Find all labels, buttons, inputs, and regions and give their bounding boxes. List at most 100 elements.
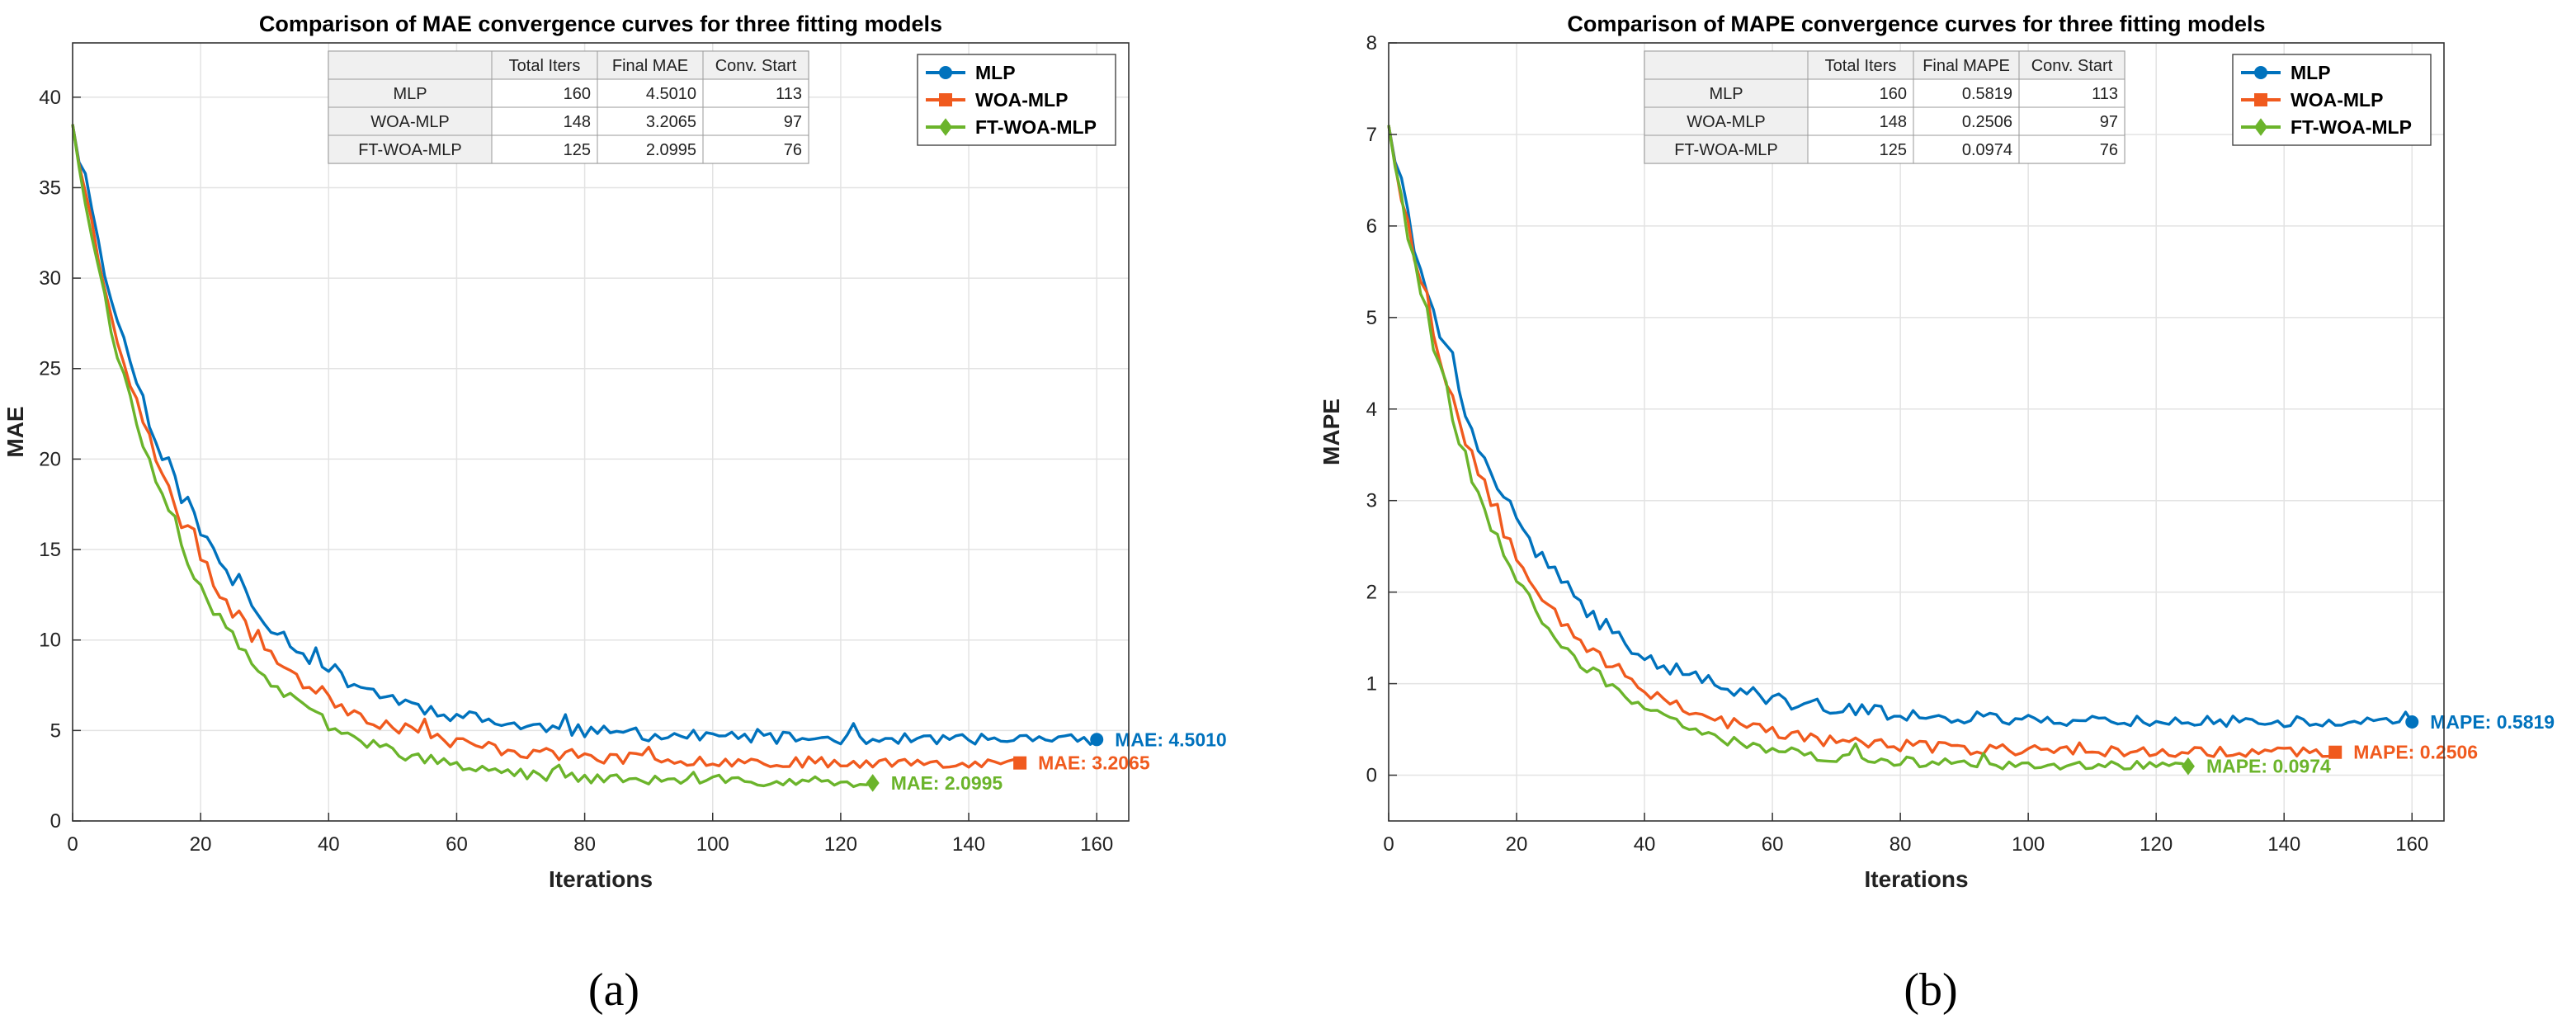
- table-cell-bg: [2018, 78, 2125, 108]
- table-cell-bg: [491, 134, 598, 164]
- series-line-mlp: [71, 124, 1098, 746]
- end-label-mlp: MAE: 4.5010: [1115, 729, 1227, 750]
- table-cell-bg: [1644, 50, 1809, 80]
- y-tick-label: 25: [39, 358, 61, 380]
- table-cell: 0.5819: [1962, 85, 2012, 103]
- x-tick-label: 20: [190, 833, 212, 856]
- x-axis-label: Iterations: [1864, 866, 1968, 892]
- y-tick-label: 6: [1366, 215, 1377, 238]
- legend-label: FT-WOA-MLP: [975, 116, 1097, 138]
- table-cell-bg: [597, 134, 704, 164]
- end-label-mlp: MAPE: 0.5819: [2430, 711, 2555, 733]
- x-tick-label: 120: [824, 833, 857, 856]
- table-header-cell: Final MAE: [612, 57, 688, 75]
- table-cell: FT-WOA-MLP: [358, 141, 462, 159]
- y-tick-label: 5: [50, 719, 61, 742]
- legend-marker-woa-mlp: [2254, 93, 2267, 106]
- table-cell: 160: [1880, 85, 1907, 103]
- table-cell-bg: [1913, 78, 2020, 108]
- y-tick-label: 8: [1366, 32, 1377, 54]
- table-cell: 97: [2100, 113, 2118, 131]
- axes-box: [1388, 42, 2445, 822]
- x-tick-label: 60: [1762, 833, 1784, 856]
- legend-marker-ft-woa-mlp: [939, 118, 952, 136]
- end-marker-mlp: [2405, 715, 2419, 729]
- end-marker-ft-woa-mlp: [2181, 757, 2195, 776]
- summary-table: Total Iters Final MAE Conv. Start MLP 160 4.5…: [328, 50, 809, 164]
- series-line-ft-woa-mlp: [71, 124, 874, 789]
- x-tick-label: 60: [446, 833, 468, 856]
- legend-label: WOA-MLP: [975, 89, 1068, 111]
- table-header-cell: Total Iters: [509, 57, 581, 75]
- table-cell: 3.2065: [646, 113, 696, 131]
- table-cell: 148: [1880, 113, 1907, 131]
- x-tick-label: 140: [952, 833, 985, 856]
- table-cell-bg: [597, 50, 704, 80]
- table-cell: MLP: [1709, 85, 1743, 103]
- table-cell: 76: [2100, 141, 2118, 159]
- series-line-mlp: [1387, 125, 2413, 729]
- axes-box: [72, 42, 1130, 822]
- table-cell-bg: [702, 106, 809, 136]
- y-tick-label: 30: [39, 267, 61, 290]
- end-marker-ft-woa-mlp: [866, 774, 880, 792]
- figure-caption: (b): [1904, 965, 1957, 1016]
- table-cell-bg: [1807, 78, 1914, 108]
- x-tick-label: 120: [2140, 833, 2173, 856]
- y-tick-label: 7: [1366, 124, 1377, 146]
- x-tick-label: 80: [573, 833, 596, 856]
- table-cell: FT-WOA-MLP: [1674, 141, 1778, 159]
- series-line-woa-mlp: [71, 124, 1021, 769]
- end-marker-woa-mlp: [2328, 745, 2342, 759]
- chart-title: Comparison of MAE convergence curves for…: [259, 12, 942, 36]
- table-cell: 148: [564, 113, 591, 131]
- end-label-ft-woa-mlp: MAE: 2.0995: [891, 772, 1003, 794]
- x-tick-label: 40: [318, 833, 340, 856]
- table-cell-bg: [702, 78, 809, 108]
- legend-label: FT-WOA-MLP: [2291, 116, 2412, 138]
- legend: MLP WOA-MLP FT-WOA-MLP: [2232, 54, 2432, 146]
- y-tick-label: 3: [1366, 490, 1377, 512]
- table-cell-bg: [1913, 50, 2020, 80]
- y-tick-label: 1: [1366, 673, 1377, 696]
- table-cell-bg: [1913, 106, 2020, 136]
- legend-marker-woa-mlp: [939, 93, 952, 106]
- y-tick-label: 35: [39, 177, 61, 199]
- table-cell-bg: [1644, 134, 1809, 164]
- legend-label: MLP: [2291, 62, 2331, 83]
- table-cell: 0.0974: [1962, 141, 2012, 159]
- table-cell: 113: [776, 85, 802, 103]
- table-header-cell: Total Iters: [1825, 57, 1897, 75]
- chart-title: Comparison of MAPE convergence curves fo…: [1567, 12, 2265, 36]
- table-cell-bg: [328, 106, 493, 136]
- end-label-woa-mlp: MAE: 3.2065: [1038, 752, 1150, 774]
- legend-marker-mlp: [2254, 66, 2267, 79]
- y-tick-label: 0: [50, 810, 61, 833]
- series-line-woa-mlp: [1387, 125, 2337, 758]
- x-tick-label: 100: [696, 833, 729, 856]
- end-marker-woa-mlp: [1013, 756, 1027, 770]
- table-cell-bg: [702, 134, 809, 164]
- plot-area: [73, 43, 1129, 821]
- end-label-woa-mlp: MAPE: 0.2506: [2353, 742, 2478, 763]
- legend-marker-mlp: [939, 66, 952, 79]
- legend-label: WOA-MLP: [2291, 89, 2383, 111]
- y-tick-label: 15: [39, 539, 61, 561]
- table-cell: WOA-MLP: [1687, 113, 1766, 131]
- table-cell-bg: [1913, 134, 2020, 164]
- x-axis-label: Iterations: [549, 866, 653, 892]
- table-cell: 160: [564, 85, 591, 103]
- table-cell-bg: [491, 50, 598, 80]
- y-tick-label: 20: [39, 448, 61, 470]
- table-cell-bg: [328, 78, 493, 108]
- series-line-ft-woa-mlp: [1387, 125, 2189, 771]
- plot-area: [1389, 43, 2444, 821]
- end-marker-mlp: [1090, 733, 1104, 747]
- table-cell-bg: [1807, 106, 1914, 136]
- y-tick-label: 5: [1366, 307, 1377, 329]
- x-tick-label: 80: [1890, 833, 1912, 856]
- y-tick-label: 4: [1366, 399, 1377, 421]
